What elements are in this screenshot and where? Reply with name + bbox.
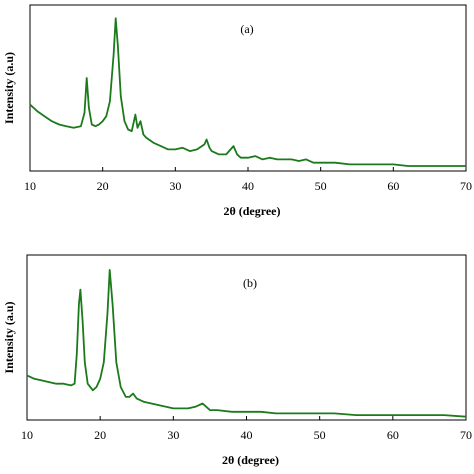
panel-label: (b)	[243, 276, 257, 290]
y-axis-title: Intensity (a.u)	[2, 52, 16, 124]
x-tick-label: 60	[387, 179, 399, 193]
x-tick-label: 30	[167, 428, 179, 442]
xrd-line	[26, 269, 467, 418]
y-axis-title: Intensity (a.u)	[2, 301, 16, 373]
x-tick-label: 50	[315, 179, 327, 193]
x-tick-label: 70	[460, 179, 472, 193]
x-tick-label: 60	[387, 428, 399, 442]
x-axis-title: 2θ (degree)	[223, 204, 280, 218]
panel-label: (a)	[240, 22, 253, 36]
x-tick-label: 20	[94, 428, 106, 442]
x-tick-label: 40	[241, 428, 253, 442]
x-tick-label: 50	[314, 428, 326, 442]
x-tick-label: 20	[97, 179, 109, 193]
x-axis-title: 2θ (degree)	[222, 453, 279, 467]
x-tick-label: 10	[21, 428, 33, 442]
xrd-line	[29, 17, 466, 167]
x-tick-label: 30	[169, 179, 181, 193]
x-tick-label: 10	[24, 179, 36, 193]
x-tick-label: 70	[460, 428, 472, 442]
x-tick-label: 40	[242, 179, 254, 193]
